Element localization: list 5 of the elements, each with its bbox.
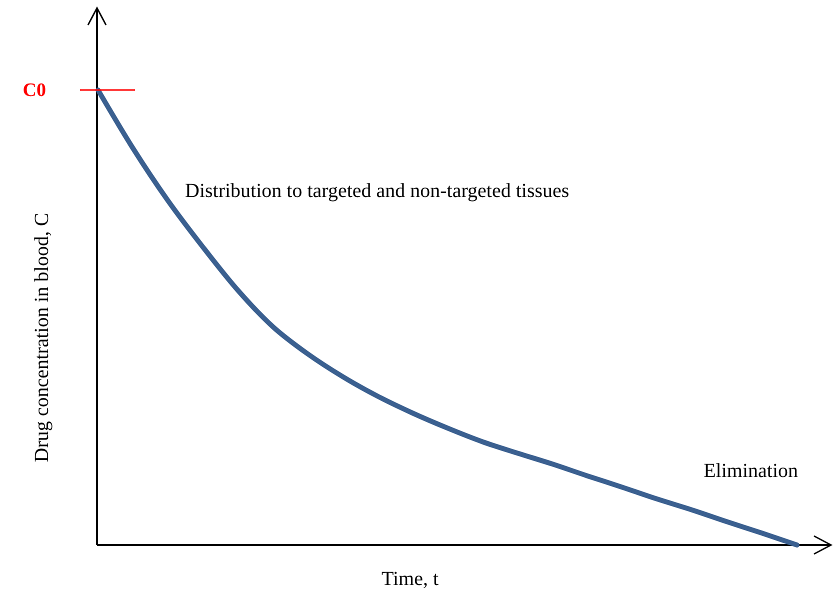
annotation: Distribution to targeted and non-targeted tissues <box>185 180 570 202</box>
text: C0 <box>22 80 46 101</box>
annotation: Elimination <box>704 460 798 482</box>
y-axis-title: Drug concentration in blood, C <box>31 212 53 462</box>
x-axis-title: Time, t <box>381 568 439 590</box>
